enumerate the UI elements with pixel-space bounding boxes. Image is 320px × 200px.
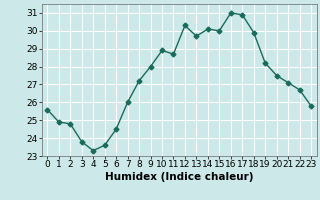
- X-axis label: Humidex (Indice chaleur): Humidex (Indice chaleur): [105, 172, 253, 182]
